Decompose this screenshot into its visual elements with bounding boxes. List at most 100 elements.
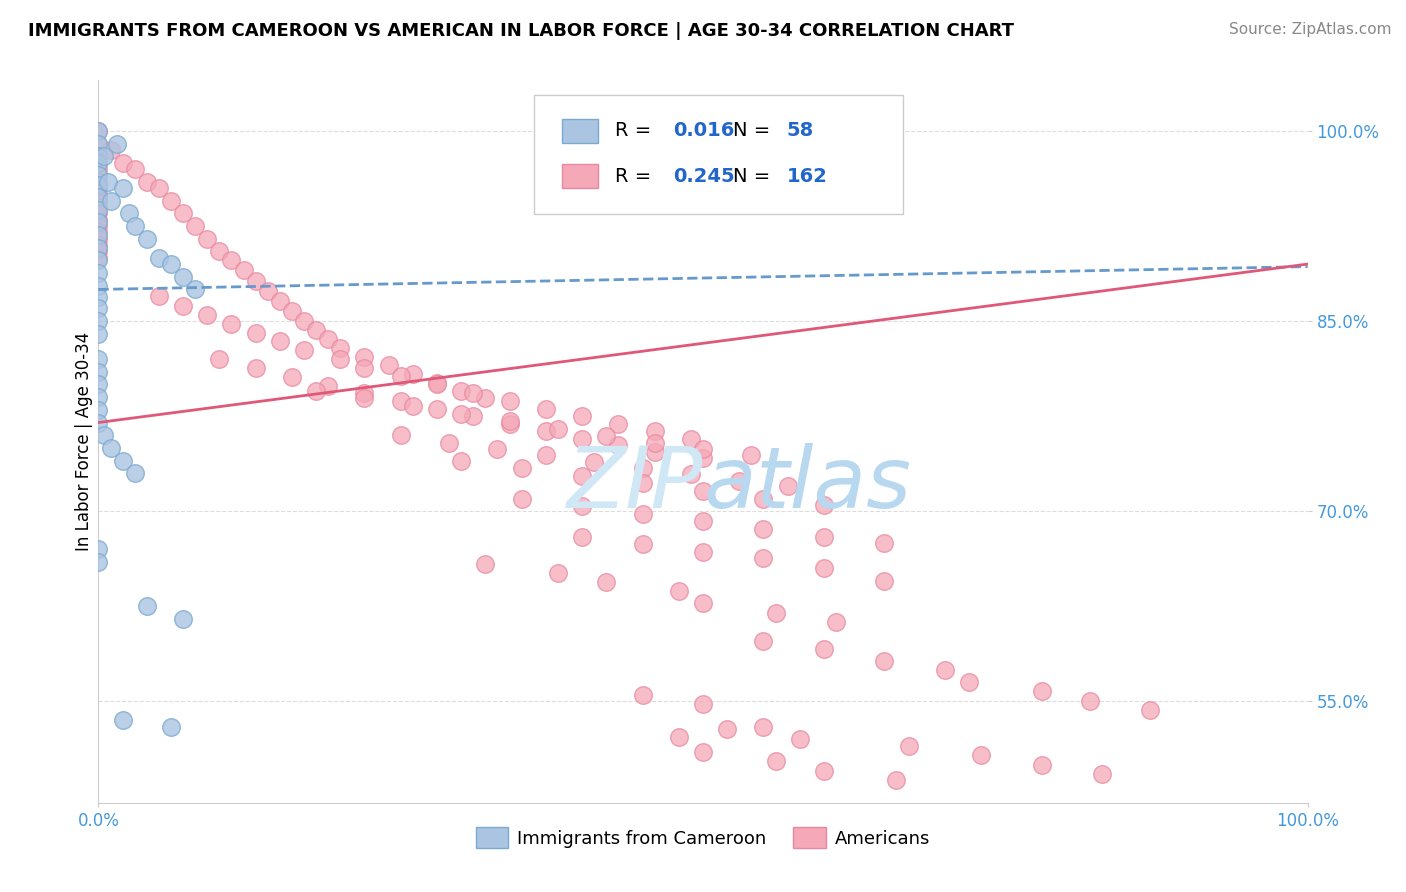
Point — [486, 442, 509, 457]
Point — [450, 384, 472, 398]
Point — [873, 654, 896, 668]
Point — [87, 215, 110, 229]
Point — [87, 212, 110, 227]
Legend: Immigrants from Cameroon, Americans: Immigrants from Cameroon, Americans — [468, 820, 938, 855]
Point — [87, 124, 110, 138]
Text: atlas: atlas — [703, 443, 911, 526]
Point — [1078, 694, 1101, 708]
Point — [813, 764, 835, 778]
Point — [498, 417, 520, 431]
Point — [87, 136, 110, 151]
Point — [87, 149, 110, 163]
Point — [668, 730, 690, 744]
Point — [450, 407, 472, 421]
Point — [752, 522, 775, 536]
Point — [87, 202, 110, 217]
Point — [534, 401, 557, 416]
Point — [111, 155, 134, 169]
Text: ZIP: ZIP — [567, 443, 703, 526]
Point — [87, 155, 110, 169]
Point — [571, 530, 593, 544]
Point — [450, 453, 472, 467]
Point — [571, 499, 593, 513]
Text: N =: N = — [734, 167, 776, 186]
Point — [873, 536, 896, 550]
Point — [692, 595, 714, 609]
Point — [87, 278, 110, 293]
Point — [245, 361, 267, 376]
Point — [87, 175, 110, 189]
Point — [232, 263, 254, 277]
Point — [87, 232, 110, 246]
Point — [292, 314, 315, 328]
Text: N =: N = — [734, 121, 776, 140]
Point — [813, 498, 835, 512]
Point — [353, 350, 375, 364]
Point — [353, 386, 375, 401]
Point — [93, 149, 115, 163]
Point — [644, 444, 666, 458]
Text: 58: 58 — [786, 121, 814, 140]
Point — [644, 425, 666, 439]
Point — [172, 206, 194, 220]
Point — [607, 438, 630, 452]
Point — [463, 409, 485, 424]
Point — [87, 390, 110, 404]
Point — [172, 299, 194, 313]
Point — [172, 612, 194, 626]
Point — [752, 551, 775, 566]
Point — [426, 376, 449, 391]
Point — [148, 251, 170, 265]
Point — [87, 155, 110, 169]
Point — [571, 468, 593, 483]
Point — [692, 442, 714, 457]
Point — [583, 455, 606, 469]
Point — [679, 432, 702, 446]
Point — [172, 269, 194, 284]
Point — [97, 175, 120, 189]
Point — [87, 314, 110, 328]
Text: Source: ZipAtlas.com: Source: ZipAtlas.com — [1229, 22, 1392, 37]
Point — [692, 450, 714, 465]
Point — [87, 402, 110, 417]
Text: R =: R = — [614, 121, 657, 140]
Point — [124, 161, 146, 176]
Point — [692, 697, 714, 711]
Point — [87, 251, 110, 265]
Point — [87, 266, 110, 280]
Point — [208, 244, 231, 259]
Text: 0.016: 0.016 — [673, 121, 734, 140]
Point — [269, 334, 291, 349]
Point — [934, 663, 956, 677]
Point — [87, 226, 110, 240]
Point — [87, 190, 110, 204]
Point — [752, 720, 775, 734]
Point — [316, 332, 339, 346]
Point — [87, 136, 110, 151]
Point — [281, 370, 304, 384]
Point — [184, 282, 207, 296]
Point — [87, 187, 110, 202]
Point — [87, 365, 110, 379]
Point — [692, 545, 714, 559]
Point — [184, 219, 207, 233]
Point — [87, 219, 110, 233]
Point — [389, 428, 412, 442]
Point — [87, 194, 110, 208]
Point — [692, 483, 714, 498]
Point — [292, 343, 315, 358]
Point — [547, 422, 569, 436]
Point — [87, 227, 110, 242]
Point — [789, 732, 811, 747]
Point — [87, 169, 110, 183]
Point — [100, 441, 122, 455]
Point — [245, 326, 267, 340]
Point — [305, 323, 328, 337]
Point — [124, 219, 146, 233]
Point — [813, 530, 835, 544]
Point — [668, 584, 690, 599]
Point — [534, 449, 557, 463]
Point — [1031, 684, 1053, 698]
Point — [510, 491, 533, 506]
Point — [329, 341, 352, 355]
